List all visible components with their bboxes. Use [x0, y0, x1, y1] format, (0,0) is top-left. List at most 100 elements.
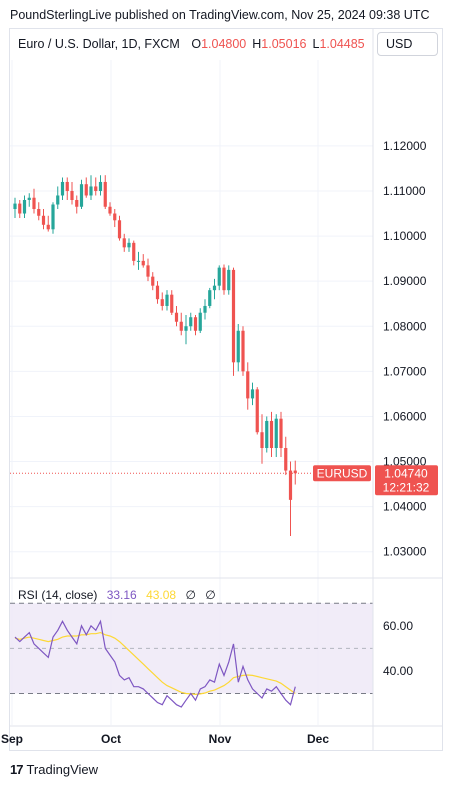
candle-body [189, 317, 193, 327]
rsi-legend-ma-value: 43.08 [146, 588, 177, 602]
candle-body [246, 371, 250, 399]
candle-body [84, 184, 88, 196]
price-tag-countdown: 12:21:32 [383, 480, 430, 494]
price-tick-label: 1.09000 [383, 274, 427, 288]
rsi-band [10, 603, 373, 694]
candle-body [269, 420, 274, 449]
candle-body [37, 209, 41, 216]
candle-body [51, 204, 55, 230]
candle-body [117, 220, 122, 239]
candle-body [279, 418, 283, 449]
candle-body [179, 321, 183, 331]
chart-frame [9, 28, 443, 751]
price-tag-bg [375, 465, 438, 496]
time-tick-label: Nov [209, 732, 232, 746]
candle-body [151, 276, 155, 286]
legend-ohlc-value: 1.05016 [261, 37, 307, 51]
published-header: PoundSterlingLive published on TradingVi… [0, 0, 454, 30]
candle-body [132, 242, 136, 261]
candle-body [98, 181, 103, 191]
legend-ohlc-value: 1.04800 [201, 37, 247, 51]
price-tick-label: 1.03000 [383, 545, 427, 559]
candle-body [56, 195, 60, 205]
rsi-legend-na-1: ∅ [185, 588, 196, 602]
price-tick-label: 1.12000 [383, 139, 427, 153]
candle-body [113, 213, 117, 221]
candle-body [22, 199, 27, 214]
rsi-legend-name: RSI (14, close) [18, 588, 98, 602]
candle-body [174, 312, 179, 322]
rsi-ma-line [14, 631, 296, 696]
candle-body [231, 269, 236, 363]
candle-body [94, 186, 98, 191]
price-tick-label: 1.04000 [383, 500, 427, 514]
candle-body [288, 470, 293, 500]
candle-body [160, 299, 164, 306]
candle-body [227, 269, 231, 291]
price-tick-label: 1.10000 [383, 229, 427, 243]
header-text: PoundSterlingLive published on TradingVi… [10, 8, 430, 22]
candle-body [127, 242, 131, 248]
rsi-tick-label: 40.00 [383, 664, 413, 678]
price-tick-label: 1.11000 [383, 184, 426, 198]
candle-body [65, 181, 69, 191]
candle-body [32, 197, 36, 210]
candle-body [198, 312, 202, 331]
legend-ohlc-value: 1.04485 [319, 37, 365, 51]
rsi-legend: RSI (14, close) 33.16 43.08 ∅ ∅ [18, 588, 216, 602]
tradingview-logo-text: TradingView [26, 762, 99, 777]
candle-body [146, 265, 150, 277]
candle-body [284, 448, 288, 471]
candle-body [13, 203, 17, 210]
candle-body [241, 330, 245, 372]
time-tick-label: Dec [307, 732, 329, 746]
rsi-tick-label: 60.00 [383, 619, 413, 633]
rsi-legend-value: 33.16 [106, 588, 137, 602]
rsi-line [14, 619, 296, 708]
time-tick-label: Sep [1, 732, 23, 746]
candle-body [193, 317, 198, 331]
price-tick-label: 1.08000 [383, 319, 427, 333]
price-tick-label: 1.06000 [383, 409, 427, 423]
candle-body [250, 389, 255, 399]
legend-ohlc: O1.04800 H1.05016 L1.04485 [183, 37, 364, 51]
candle-body [208, 290, 212, 306]
time-tick-label: Oct [101, 732, 121, 746]
tradingview-logo[interactable]: 17 TradingView [10, 762, 98, 777]
candle-body [46, 224, 50, 230]
legend-ohlc-label: H [252, 37, 262, 51]
candle-body [260, 432, 264, 449]
candle-body [170, 294, 174, 313]
candle-body [89, 186, 93, 196]
candle-body [236, 330, 240, 363]
candle-body [18, 203, 22, 214]
legend-ohlc-label: L [312, 37, 320, 51]
candle-body [155, 285, 160, 300]
candle-body [274, 418, 278, 449]
rsi-band-layer [10, 602, 373, 694]
candle-body [75, 199, 79, 207]
candle-body [203, 305, 207, 313]
tradingview-logo-icon: 17 [10, 762, 24, 777]
candle-body [41, 215, 46, 225]
candle-body [103, 181, 107, 207]
candle-body [141, 260, 145, 266]
rsi-legend-na-2: ∅ [205, 588, 216, 602]
candle-body [184, 326, 188, 331]
rsi-layer [14, 619, 296, 708]
axis-layer: 1.12000 1.11000 1.10000 1.09000 1.08000 1.070… [1, 29, 443, 750]
candle-body [165, 294, 169, 306]
candle-body [293, 470, 297, 474]
candle-body [70, 190, 74, 200]
currency-button[interactable]: USD [377, 32, 438, 56]
candle-body [222, 267, 226, 291]
candle-body [265, 420, 269, 449]
candle-body [217, 267, 221, 286]
price-tag-price: 1.04740 [384, 466, 428, 480]
candle-body [108, 206, 112, 214]
candle-body [255, 389, 259, 433]
price-tick-label: 1.05000 [383, 455, 427, 469]
candle-layer [13, 175, 297, 536]
